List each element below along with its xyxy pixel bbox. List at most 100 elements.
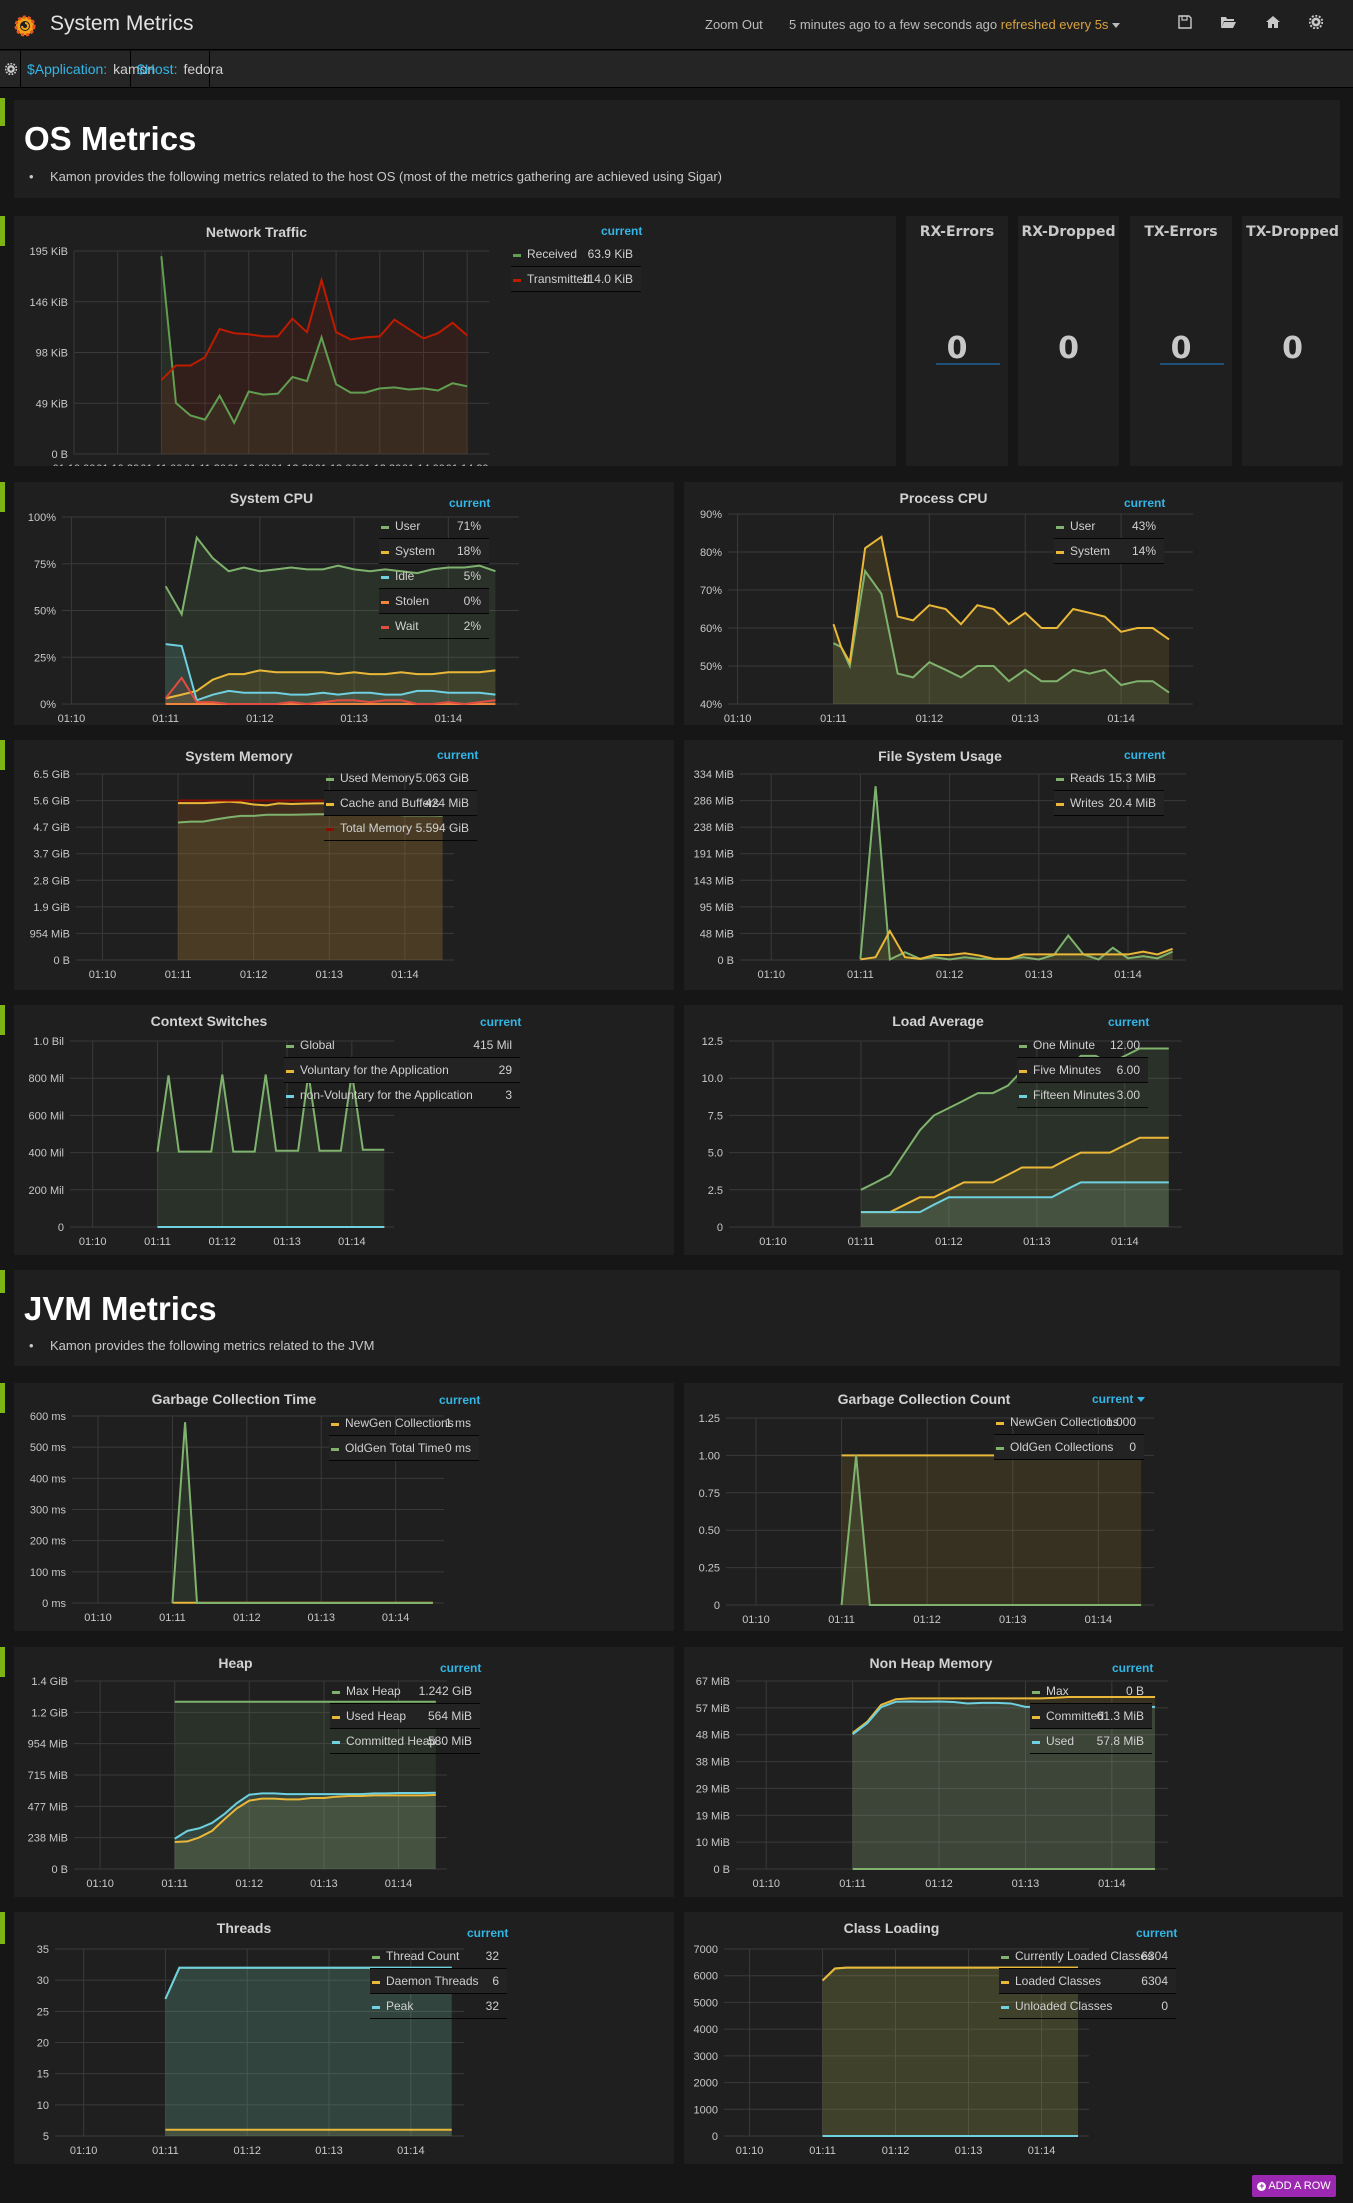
graph-canvas[interactable]: 0 ms 100 ms 200 ms 300 ms 400 ms 500 ms 600 ms… xyxy=(14,1383,674,1631)
legend-current-header[interactable]: current xyxy=(1112,1661,1153,1675)
legend-current-header[interactable]: current xyxy=(601,224,642,238)
templating-settings-button[interactable] xyxy=(0,51,21,87)
panel-title[interactable]: Class Loading xyxy=(843,1920,940,1936)
series-line-loaded-classes[interactable] xyxy=(821,1966,1079,1982)
legend-series-name[interactable]: non-Voluntary for the Application xyxy=(300,1088,473,1102)
graph-canvas[interactable]: 0 1000 2000 3000 4000 5000 6000 7000 01:10 01:11 0… xyxy=(684,1912,1343,2164)
legend-color-swatch[interactable] xyxy=(286,1070,294,1073)
legend-series-name[interactable]: OldGen Total Time xyxy=(345,1441,445,1455)
legend-color-swatch[interactable] xyxy=(372,1956,380,1959)
graph-canvas[interactable]: 0 B 238 MiB 477 MiB 715 MiB 954 MiB 1.2 GiB 1.… xyxy=(14,1647,674,1897)
series-line-reads[interactable] xyxy=(859,786,1174,961)
legend-item[interactable]: Max 0 B xyxy=(1030,1679,1152,1704)
legend-series-name[interactable]: Used xyxy=(1046,1734,1075,1748)
legend-series-name[interactable]: Committed Heap xyxy=(346,1734,437,1748)
legend-series-name[interactable]: Daemon Threads xyxy=(386,1974,479,1988)
series-line-system[interactable] xyxy=(165,669,496,700)
legend-color-swatch[interactable] xyxy=(381,576,389,579)
legend-series-name[interactable]: NewGen Collections xyxy=(1010,1415,1119,1429)
legend-series-name[interactable]: Loaded Classes xyxy=(1015,1974,1102,1988)
system-cpu-panel[interactable]: System CPU 0% 25% 50% 75% 100% 01:10 01:11 01:12… xyxy=(14,482,674,725)
legend-item[interactable]: Loaded Classes 6304 xyxy=(999,1969,1176,1994)
legend-series-name[interactable]: Stolen xyxy=(395,594,430,608)
graph-canvas[interactable]: 0 2.5 5.0 7.5 10.0 12.5 01:10 01:11 01:12 01:13 01… xyxy=(684,1005,1343,1255)
legend-item[interactable]: Idle 5% xyxy=(379,564,489,589)
legend-item[interactable]: Daemon Threads 6 xyxy=(370,1969,507,1994)
panel-title[interactable]: Process CPU xyxy=(899,490,988,506)
series-line-user[interactable] xyxy=(833,568,1170,694)
legend-color-swatch[interactable] xyxy=(331,1423,339,1426)
panel-title[interactable]: Network Traffic xyxy=(205,224,308,240)
settings-gear-icon[interactable] xyxy=(1307,14,1325,33)
rx-dropped-panel[interactable]: RX-Dropped 0 xyxy=(1018,216,1119,466)
legend-series-name[interactable]: Used Memory xyxy=(340,771,415,785)
panel-title[interactable]: Heap xyxy=(218,1655,253,1671)
legend-color-swatch[interactable] xyxy=(513,279,521,282)
legend-color-swatch[interactable] xyxy=(332,1741,340,1744)
legend-item[interactable]: Used 57.8 MiB xyxy=(1030,1729,1152,1754)
legend-series-name[interactable]: Five Minutes xyxy=(1033,1063,1102,1077)
legend-current-header[interactable]: current xyxy=(437,748,478,762)
series-line-global[interactable] xyxy=(156,1072,385,1153)
legend-current-header[interactable]: current xyxy=(480,1015,521,1029)
legend-color-swatch[interactable] xyxy=(996,1447,1004,1450)
tx-dropped-panel[interactable]: TX-Dropped 0 xyxy=(1242,216,1343,466)
series-line-wait[interactable] xyxy=(164,676,496,706)
legend-series-name[interactable]: Idle xyxy=(395,569,415,583)
series-line-used-heap[interactable] xyxy=(174,1793,436,1844)
variable-application[interactable]: $Application: kamon xyxy=(21,51,155,87)
legend-color-swatch[interactable] xyxy=(1032,1741,1040,1744)
legend-color-swatch[interactable] xyxy=(286,1095,294,1098)
legend-color-swatch[interactable] xyxy=(1056,803,1064,806)
legend-current-header[interactable]: current xyxy=(1108,1015,1149,1029)
legend-color-swatch[interactable] xyxy=(1032,1691,1040,1694)
legend-color-swatch[interactable] xyxy=(331,1448,339,1451)
row-handle[interactable] xyxy=(0,1383,5,1413)
row-handle[interactable] xyxy=(0,216,5,246)
legend-item[interactable]: Thread Count 32 xyxy=(370,1944,507,1969)
context-switches-panel[interactable]: Context Switches 0 200 Mil 400 Mil 600 Mil 80… xyxy=(14,1005,674,1255)
network-traffic-panel[interactable]: Network Traffic 0 B 49 KiB 98 KiB 146 KiB 195… xyxy=(14,216,896,466)
gc-time-panel[interactable]: Garbage Collection Time 0 ms 100 ms 200 ms 3… xyxy=(14,1383,674,1631)
graph-canvas[interactable]: 0 B 954 MiB 1.9 GiB 2.8 GiB 3.7 GiB 4.7 GiB 5.… xyxy=(14,740,674,990)
legend-item[interactable]: Received 63.9 KiB xyxy=(511,242,641,267)
legend-item[interactable]: Voluntary for the Application 29 xyxy=(284,1058,520,1083)
row-handle[interactable] xyxy=(0,1005,5,1035)
legend-current-header[interactable]: current xyxy=(449,496,490,510)
legend-item[interactable]: Committed 61.3 MiB xyxy=(1030,1704,1152,1729)
legend-color-swatch[interactable] xyxy=(1032,1716,1040,1719)
legend-color-swatch[interactable] xyxy=(372,1981,380,1984)
graph-canvas[interactable]: 0 0.25 0.50 0.75 1.00 1.25 01:10 01:11 01:12 01:1… xyxy=(684,1383,1343,1631)
legend-item[interactable]: Total Memory 5.594 GiB xyxy=(324,816,477,841)
series-line-five-minutes[interactable] xyxy=(860,1136,1169,1214)
legend-series-name[interactable]: Max Heap xyxy=(346,1684,401,1698)
legend-color-swatch[interactable] xyxy=(1056,551,1064,554)
add-row-button[interactable]: + ADD A ROW xyxy=(1252,2175,1336,2197)
legend-item[interactable]: System 14% xyxy=(1054,539,1164,564)
panel-title[interactable]: Context Switches xyxy=(150,1013,268,1029)
legend-color-swatch[interactable] xyxy=(286,1045,294,1048)
save-icon[interactable] xyxy=(1176,15,1194,33)
legend-series-name[interactable]: Total Memory xyxy=(340,821,413,835)
legend-color-swatch[interactable] xyxy=(1001,1981,1009,1984)
legend-current-header[interactable]: current xyxy=(1124,748,1165,762)
legend-item[interactable]: Currently Loaded Classes 6304 xyxy=(999,1944,1176,1969)
panel-title[interactable]: Non Heap Memory xyxy=(869,1655,993,1671)
legend-series-name[interactable]: Cache and Buffers xyxy=(340,796,440,810)
gc-count-panel[interactable]: Garbage Collection Count 0 0.25 0.50 0.75 1.0… xyxy=(684,1383,1343,1631)
row-handle[interactable] xyxy=(0,1647,5,1677)
series-line-oldgen-collections[interactable] xyxy=(840,1455,1142,1606)
system-memory-panel[interactable]: System Memory 0 B 954 MiB 1.9 GiB 2.8 GiB 3.7… xyxy=(14,740,674,990)
legend-series-name[interactable]: System xyxy=(395,544,436,558)
legend-series-name[interactable]: Unloaded Classes xyxy=(1015,1999,1113,2013)
panel-title[interactable]: File System Usage xyxy=(878,748,1002,764)
legend-item[interactable]: Peak 32 xyxy=(370,1994,507,2019)
legend-item[interactable]: System 18% xyxy=(379,539,489,564)
legend-item[interactable]: Unloaded Classes 0 xyxy=(999,1994,1176,2019)
threads-panel[interactable]: Threads 5 10 15 20 25 30 35 01:10 01:11 01:12 01:13… xyxy=(14,1912,674,2164)
legend-color-swatch[interactable] xyxy=(1056,526,1064,529)
legend-color-swatch[interactable] xyxy=(513,254,521,257)
row-handle[interactable] xyxy=(0,740,5,770)
panel-title[interactable]: Garbage Collection Time xyxy=(151,1391,317,1407)
